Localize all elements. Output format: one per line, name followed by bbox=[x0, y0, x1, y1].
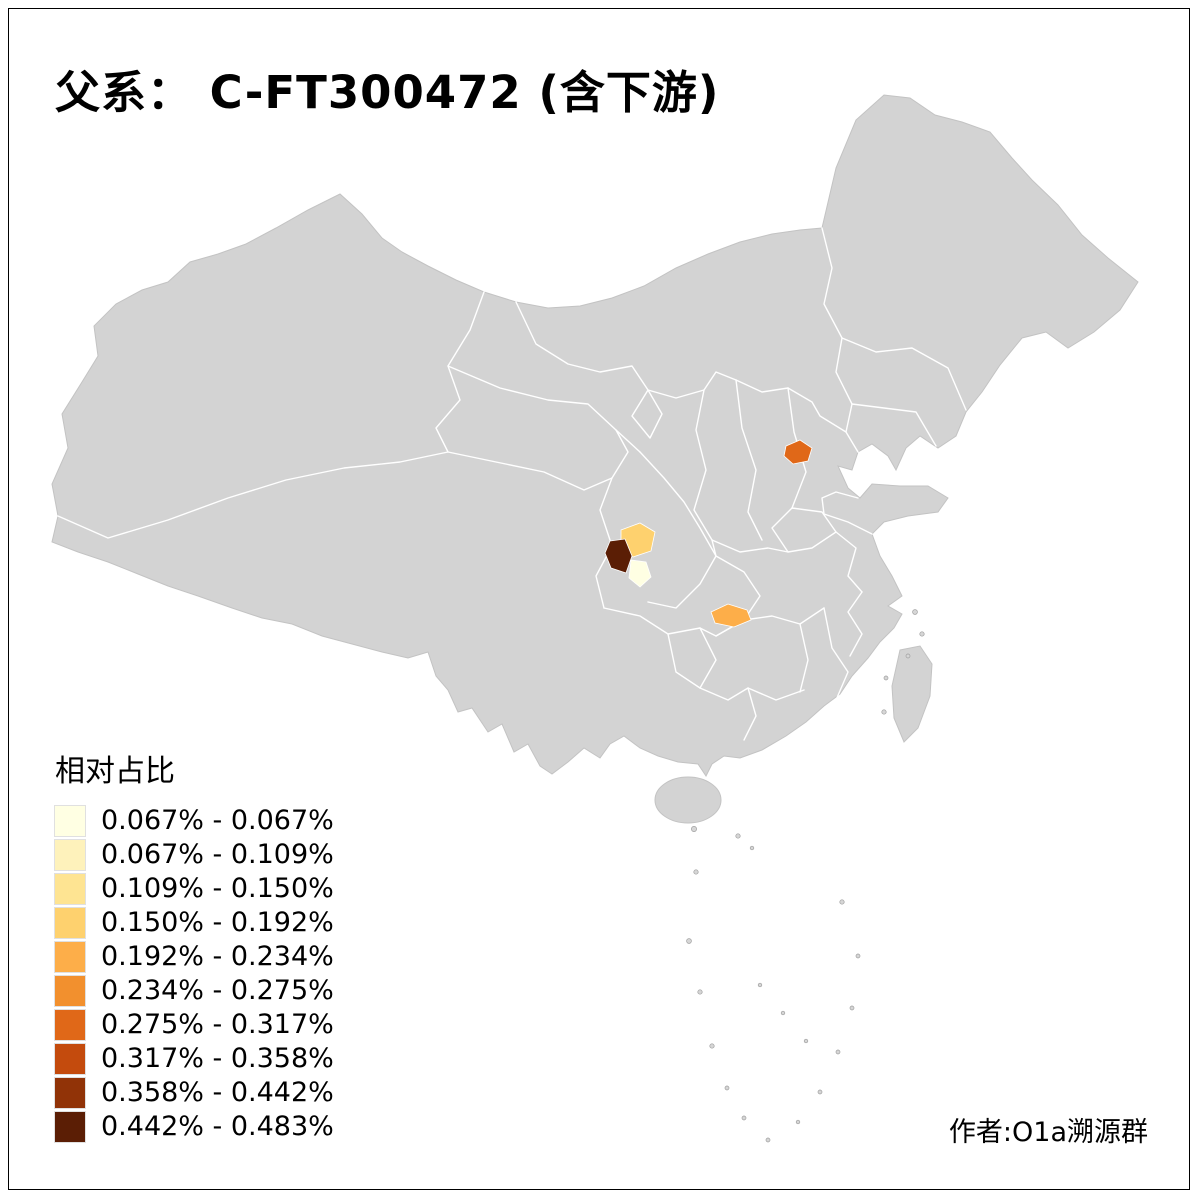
islet bbox=[749, 845, 755, 851]
islet bbox=[709, 1043, 715, 1049]
hainan-island bbox=[654, 776, 722, 824]
author-credit: 作者:O1a溯源群 bbox=[948, 1117, 1148, 1148]
islet bbox=[849, 1005, 855, 1011]
mainland-china bbox=[51, 94, 1139, 777]
legend-rows: 0.067% - 0.067% 0.067% - 0.109% 0.109% - 0… bbox=[54, 805, 334, 1143]
islet bbox=[817, 1089, 823, 1095]
legend-label: 0.109% - 0.150% bbox=[101, 873, 334, 904]
legend-label: 0.067% - 0.067% bbox=[101, 805, 334, 836]
islet bbox=[765, 1137, 771, 1143]
legend-row: 0.109% - 0.150% bbox=[54, 873, 334, 905]
legend-swatch bbox=[54, 1043, 86, 1075]
legend-swatch bbox=[54, 839, 86, 871]
islet bbox=[686, 938, 692, 944]
islet bbox=[735, 833, 741, 839]
province-border bbox=[735, 379, 763, 541]
legend-row: 0.317% - 0.358% bbox=[54, 1043, 334, 1075]
province-border bbox=[639, 451, 717, 609]
province-border bbox=[841, 337, 967, 411]
legend-label: 0.275% - 0.317% bbox=[101, 1009, 334, 1040]
legend-swatch bbox=[54, 941, 86, 973]
province-border bbox=[821, 227, 859, 453]
legend-swatch bbox=[54, 975, 86, 1007]
legend-label: 0.234% - 0.275% bbox=[101, 975, 334, 1006]
highlighted-region-sichuan-pale bbox=[628, 559, 652, 588]
legend-label: 0.358% - 0.442% bbox=[101, 1077, 334, 1108]
province-border bbox=[835, 531, 863, 593]
legend-row: 0.150% - 0.192% bbox=[54, 907, 334, 939]
highlighted-region-hunan bbox=[710, 603, 752, 628]
islet bbox=[905, 653, 911, 659]
islet bbox=[835, 1049, 841, 1055]
legend: 相对占比 0.067% - 0.067% 0.067% - 0.109% 0.109… bbox=[54, 746, 334, 1146]
legend-row: 0.275% - 0.317% bbox=[54, 1009, 334, 1041]
legend-swatch bbox=[54, 873, 86, 905]
province-border bbox=[447, 429, 629, 491]
province-border bbox=[447, 365, 641, 453]
province-border bbox=[847, 591, 863, 657]
legend-swatch bbox=[54, 1009, 86, 1041]
sea-islets bbox=[686, 609, 925, 1143]
islet bbox=[803, 1038, 809, 1044]
legend-row: 0.358% - 0.442% bbox=[54, 1077, 334, 1109]
province-border bbox=[667, 555, 761, 689]
legend-label: 0.150% - 0.192% bbox=[101, 907, 334, 938]
islet bbox=[724, 1085, 730, 1091]
legend-swatch bbox=[54, 1111, 86, 1143]
legend-row: 0.067% - 0.067% bbox=[54, 805, 334, 837]
province-border bbox=[693, 389, 717, 557]
legend-label: 0.442% - 0.483% bbox=[101, 1111, 334, 1142]
legend-swatch bbox=[54, 1077, 86, 1109]
islet bbox=[697, 989, 703, 995]
legend-row: 0.192% - 0.234% bbox=[54, 941, 334, 973]
map-title: 父系： C-FT300472 (含下游) bbox=[55, 66, 720, 119]
province-border bbox=[851, 403, 937, 447]
islet bbox=[919, 631, 925, 637]
province-border bbox=[819, 607, 849, 717]
highlighted-region-shandong bbox=[783, 439, 813, 465]
legend-swatch bbox=[54, 805, 86, 837]
legend-swatch bbox=[54, 907, 86, 939]
islet bbox=[855, 953, 861, 959]
islet bbox=[912, 609, 918, 615]
province-border bbox=[603, 607, 701, 635]
province-border bbox=[771, 507, 837, 553]
highlighted-regions bbox=[604, 439, 813, 628]
legend-row: 0.442% - 0.483% bbox=[54, 1111, 334, 1143]
taiwan-island bbox=[891, 645, 933, 743]
legend-row: 0.234% - 0.275% bbox=[54, 975, 334, 1007]
islet bbox=[757, 982, 763, 988]
legend-label: 0.067% - 0.109% bbox=[101, 839, 334, 870]
legend-label: 0.192% - 0.234% bbox=[101, 941, 334, 972]
islet bbox=[780, 1010, 786, 1016]
province-border bbox=[631, 389, 663, 439]
islet bbox=[839, 899, 845, 905]
province-border bbox=[711, 539, 789, 553]
legend-title: 相对占比 bbox=[55, 754, 175, 789]
islet bbox=[881, 709, 887, 715]
islet bbox=[691, 826, 697, 832]
legend-row: 0.067% - 0.109% bbox=[54, 839, 334, 871]
islet bbox=[693, 869, 699, 875]
legend-label: 0.317% - 0.358% bbox=[101, 1043, 334, 1074]
islet bbox=[883, 675, 889, 681]
province-border bbox=[821, 491, 873, 535]
islet bbox=[795, 1119, 801, 1125]
province-border bbox=[743, 687, 757, 741]
highlighted-region-sichuan-dark bbox=[604, 538, 633, 574]
province-border bbox=[799, 623, 809, 693]
islet bbox=[741, 1115, 747, 1121]
